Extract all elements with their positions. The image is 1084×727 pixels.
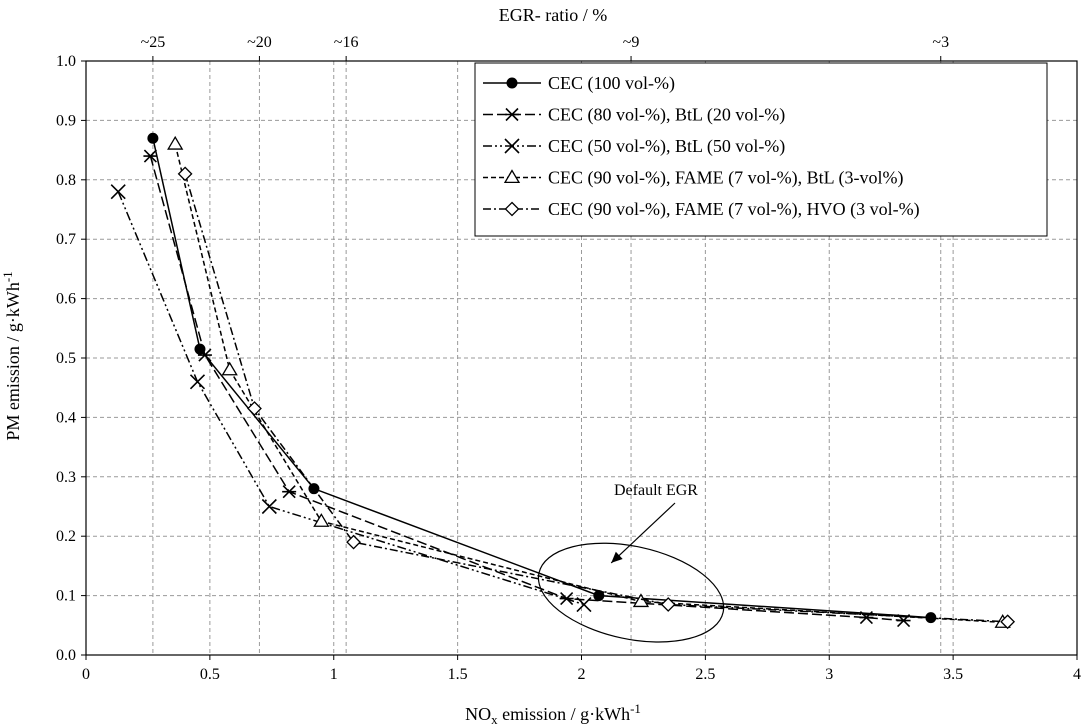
egr-tick-label: ~25 — [141, 34, 166, 51]
series-line — [184, 173, 1008, 623]
x-tick-label: 4 — [1073, 666, 1081, 683]
egr-tick-label: ~20 — [247, 34, 272, 51]
star-marker — [282, 485, 297, 499]
default-egr-arrow — [610, 502, 676, 564]
series-layer — [110, 132, 1016, 630]
series-3 — [110, 184, 592, 613]
y-tick-label: 0.6 — [56, 291, 76, 308]
x-tick-label: 0.5 — [200, 666, 220, 683]
x-tick-label: 2.5 — [695, 666, 715, 683]
y-axis-title-main: PM emission / g·kWh — [3, 282, 23, 441]
default-egr-annotation: Default EGR — [537, 482, 725, 643]
star-marker — [505, 107, 519, 122]
legend-label: CEC (90 vol-%), FAME (7 vol-%), HVO (3 v… — [548, 199, 920, 220]
y-tick-label: 0.0 — [56, 647, 76, 664]
x-axis-title-subscript: x — [491, 712, 498, 727]
y-tick-label: 0.9 — [56, 112, 76, 129]
triangle-marker — [221, 361, 238, 376]
axis-ticks: 0 0.5 1 1.5 2 2.5 3 3.5 4 0.0 0.1 0.2 0.3 0.4 0.5 0.6 0.… — [56, 34, 1081, 683]
star-marker — [197, 348, 212, 362]
x-axis-title-main: NO — [465, 704, 491, 724]
triangle-marker — [313, 513, 330, 527]
series-line — [117, 191, 585, 606]
diamond-marker — [177, 166, 193, 182]
y-tick-label: 0.7 — [56, 231, 76, 248]
x-tick-label: 2 — [578, 666, 586, 683]
legend-label: CEC (50 vol-%), BtL (50 vol-%) — [548, 136, 785, 157]
star-marker — [143, 149, 158, 163]
diamond-marker — [504, 201, 520, 217]
legend-label: CEC (100 vol-%) — [548, 73, 675, 94]
default-egr-arrowhead — [611, 551, 623, 563]
x-tick-label: 0 — [82, 666, 90, 683]
legend-box — [474, 62, 1048, 237]
y-tick-label: 0.2 — [56, 528, 76, 545]
dot-marker — [147, 132, 159, 144]
y-tick-label: 0.4 — [56, 409, 76, 426]
diamond-marker — [660, 597, 676, 612]
legend-item-2: CEC (80 vol-%), BtL (20 vol-%) — [483, 105, 785, 126]
x-marker — [189, 374, 206, 390]
triangle-marker — [167, 135, 184, 150]
legend-item-4: CEC (90 vol-%), FAME (7 vol-%), BtL (3-v… — [483, 168, 903, 189]
y-tick-label: 0.1 — [56, 588, 76, 605]
legend-label: CEC (90 vol-%), FAME (7 vol-%), BtL (3-v… — [548, 168, 903, 189]
diamond-marker — [1000, 614, 1016, 630]
x-axis-title: NOx emission / g·kWh-1 — [465, 701, 641, 727]
y-tick-label: 0.5 — [56, 350, 76, 367]
diamond-marker — [247, 401, 262, 416]
y-tick-label: 0.8 — [56, 172, 76, 189]
x-marker — [576, 596, 592, 613]
legend-label: CEC (80 vol-%), BtL (20 vol-%) — [548, 105, 785, 126]
y-tick-label: 0.3 — [56, 469, 76, 486]
egr-ratio-axis-title: EGR- ratio / % — [499, 5, 607, 25]
x-tick-label: 3.5 — [943, 666, 963, 683]
x-axis-title-rest: emission / g·kWh — [498, 704, 631, 724]
x-tick-label: 1.5 — [448, 666, 468, 683]
dot-marker — [506, 77, 518, 89]
default-egr-label: Default EGR — [614, 482, 698, 499]
y-tick-label: 1.0 — [56, 53, 76, 70]
series-5 — [177, 166, 1016, 630]
legend-item-1: CEC (100 vol-%) — [483, 73, 675, 94]
x-marker — [110, 184, 126, 200]
legend-item-3: CEC (50 vol-%), BtL (50 vol-%) — [483, 136, 785, 157]
x-marker — [261, 498, 277, 515]
x-axis-title-superscript: -1 — [630, 701, 641, 716]
egr-tick-label: ~16 — [334, 34, 359, 51]
legend-item-5: CEC (90 vol-%), FAME (7 vol-%), HVO (3 v… — [483, 199, 920, 220]
legend: CEC (100 vol-%) CEC (80 vol-%), BtL (20 v… — [474, 62, 1048, 237]
x-marker — [504, 138, 520, 154]
y-axis-title-superscript: -1 — [0, 271, 15, 282]
diamond-marker — [346, 534, 361, 550]
x-tick-label: 1 — [330, 666, 338, 683]
egr-tick-label: ~3 — [932, 34, 949, 51]
default-egr-ellipse — [537, 542, 725, 643]
y-axis-title: PM emission / g·kWh-1 — [0, 271, 23, 440]
triangle-marker — [503, 169, 521, 184]
egr-tick-label: ~9 — [623, 34, 640, 51]
x-tick-label: 3 — [825, 666, 833, 683]
